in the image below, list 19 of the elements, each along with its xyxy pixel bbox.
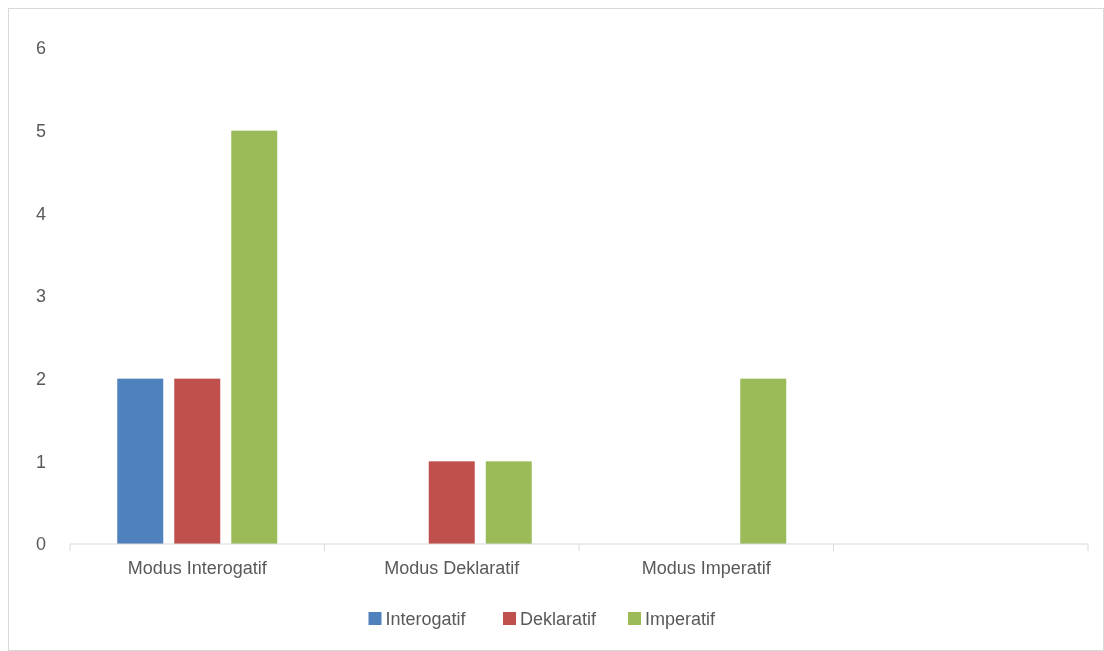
- x-tick-label: Modus Deklaratif: [384, 558, 521, 578]
- x-tick-label: Modus Interogatif: [127, 558, 268, 578]
- y-tick-label: 1: [35, 451, 46, 472]
- y-tick-label: 3: [35, 286, 46, 307]
- legend-label: Deklaratif: [520, 609, 598, 630]
- legend-label: Imperatif: [645, 609, 717, 630]
- bar: [485, 461, 532, 544]
- bar: [117, 378, 164, 544]
- y-tick-label: 2: [35, 368, 46, 389]
- y-tick-label: 4: [35, 203, 46, 224]
- bar: [174, 378, 221, 544]
- bar: [740, 378, 787, 544]
- y-tick-label: 6: [35, 38, 46, 59]
- y-tick-label: 5: [35, 120, 46, 141]
- bar: [231, 130, 278, 544]
- legend-label: Interogatif: [385, 609, 467, 630]
- bar: [428, 461, 475, 544]
- y-tick-label: 0: [35, 534, 46, 555]
- x-tick-label: Modus Imperatif: [641, 558, 772, 578]
